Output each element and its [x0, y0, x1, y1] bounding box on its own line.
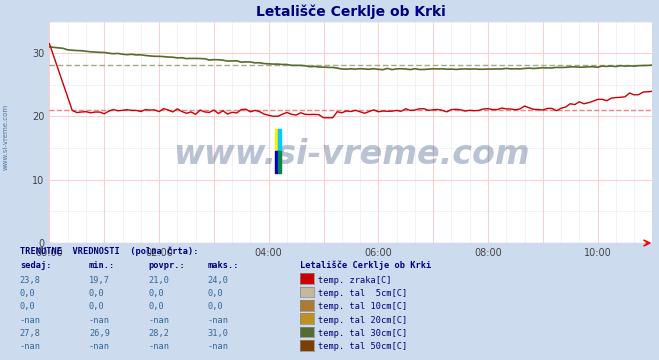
Text: 0,0: 0,0 [20, 289, 36, 298]
Text: -nan: -nan [148, 342, 169, 351]
Text: temp. tal 50cm[C]: temp. tal 50cm[C] [318, 342, 407, 351]
Text: www.si-vreme.com: www.si-vreme.com [173, 138, 529, 171]
Text: 21,0: 21,0 [148, 276, 169, 285]
Text: 31,0: 31,0 [208, 329, 229, 338]
Text: temp. tal 10cm[C]: temp. tal 10cm[C] [318, 302, 407, 311]
Text: -nan: -nan [208, 342, 229, 351]
Text: 0,0: 0,0 [208, 289, 223, 298]
Text: temp. tal 30cm[C]: temp. tal 30cm[C] [318, 329, 407, 338]
Text: 0,0: 0,0 [208, 302, 223, 311]
Text: temp. tal 20cm[C]: temp. tal 20cm[C] [318, 316, 407, 325]
Text: -nan: -nan [89, 316, 110, 325]
Text: min.:: min.: [89, 261, 115, 270]
Text: temp. tal  5cm[C]: temp. tal 5cm[C] [318, 289, 407, 298]
Text: povpr.:: povpr.: [148, 261, 185, 270]
Text: 19,7: 19,7 [89, 276, 110, 285]
Text: maks.:: maks.: [208, 261, 239, 270]
Bar [278, 129, 281, 151]
Text: 26,9: 26,9 [89, 329, 110, 338]
Text: 0,0: 0,0 [148, 302, 164, 311]
Text: 23,8: 23,8 [20, 276, 41, 285]
Text: -nan: -nan [89, 342, 110, 351]
Text: 0,0: 0,0 [20, 302, 36, 311]
Text: 0,0: 0,0 [148, 289, 164, 298]
Text: 27,8: 27,8 [20, 329, 41, 338]
Text: 0,0: 0,0 [89, 289, 105, 298]
Text: Letališče Cerklje ob Krki: Letališče Cerklje ob Krki [300, 261, 431, 270]
Text: 0,0: 0,0 [89, 302, 105, 311]
Bar [278, 151, 281, 174]
Text: 28,2: 28,2 [148, 329, 169, 338]
Text: -nan: -nan [148, 316, 169, 325]
Text: TRENUTNE  VREDNOSTI  (polna črta):: TRENUTNE VREDNOSTI (polna črta): [20, 246, 198, 256]
Text: www.si-vreme.com: www.si-vreme.com [2, 104, 9, 170]
Bar [275, 129, 278, 151]
Text: temp. zraka[C]: temp. zraka[C] [318, 276, 391, 285]
Text: -nan: -nan [20, 342, 41, 351]
Text: -nan: -nan [20, 316, 41, 325]
Text: sedaj:: sedaj: [20, 261, 51, 270]
Bar [275, 151, 278, 174]
Title: Letališče Cerklje ob Krki: Letališče Cerklje ob Krki [256, 5, 445, 19]
Text: 24,0: 24,0 [208, 276, 229, 285]
Text: -nan: -nan [208, 316, 229, 325]
